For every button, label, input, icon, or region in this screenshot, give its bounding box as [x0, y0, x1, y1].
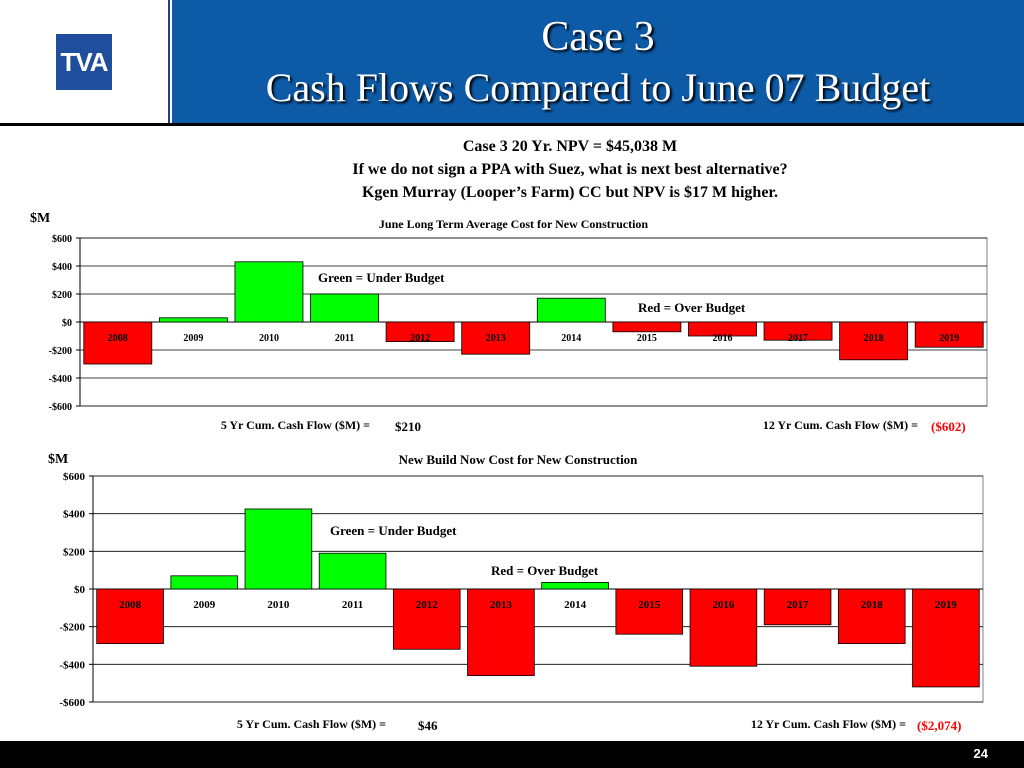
cum12-value: ($602) — [931, 419, 966, 434]
y-tick-label: -$600 — [49, 402, 72, 413]
bar-2014 — [541, 582, 609, 590]
y-axis-label: $M — [30, 211, 50, 226]
slide-title: Case 3 — [541, 14, 655, 60]
x-tick-label: 2011 — [335, 333, 354, 344]
bar-2008 — [83, 321, 153, 365]
bar-2013 — [467, 588, 535, 677]
y-tick-label: $200 — [63, 546, 86, 558]
bar-2011 — [318, 552, 387, 590]
y-axis-label: $M — [48, 452, 68, 467]
y-tick-label: $200 — [52, 290, 72, 301]
cum12-value: ($2,074) — [917, 718, 961, 733]
chart-title: New Build Now Cost for New Construction — [399, 452, 639, 467]
legend-red-note: Red = Over Budget — [491, 563, 599, 578]
x-tick-label: 2016 — [712, 599, 735, 611]
y-tick-label: -$600 — [59, 697, 85, 709]
bar-2011 — [310, 293, 379, 323]
x-tick-label: 2018 — [864, 333, 884, 344]
tva-logo: TVA — [56, 34, 112, 90]
x-tick-label: 2015 — [638, 599, 661, 611]
bar-2019 — [914, 321, 984, 348]
chart-june-long-term: $600 $400 $200 $0 -$200 -$400 -$600 2008 2009 201… — [30, 211, 988, 434]
bar-2012 — [385, 321, 455, 343]
cum12-label: 12 Yr Cum. Cash Flow ($M) = — [751, 717, 906, 731]
bar-2010 — [244, 508, 313, 590]
bar-2016 — [689, 588, 758, 667]
bar-2013 — [461, 321, 531, 355]
y-tick-label: $600 — [63, 471, 86, 483]
y-tick-label: $400 — [63, 509, 86, 521]
bar-2015 — [612, 321, 682, 333]
bar-2010 — [234, 261, 304, 323]
y-tick-label: $400 — [52, 262, 72, 273]
x-tick-label: 2008 — [108, 333, 128, 344]
x-tick-label: 2009 — [183, 333, 203, 344]
y-tick-label: -$400 — [59, 659, 85, 671]
bar-2014 — [536, 297, 606, 323]
x-tick-label: 2010 — [259, 333, 279, 344]
x-tick-label: 2013 — [486, 333, 506, 344]
legend-green-note: Green = Under Budget — [318, 270, 445, 285]
legend-red-note: Red = Over Budget — [638, 300, 746, 315]
intro-line-question: If we do not sign a PPA with Suez, what … — [352, 161, 788, 178]
x-tick-label: 2013 — [490, 599, 513, 611]
x-tick-label: 2009 — [193, 599, 216, 611]
cum5-label: 5 Yr Cum. Cash Flow ($M) = — [237, 717, 386, 731]
intro-line-answer: Kgen Murray (Looper’s Farm) CC but NPV i… — [361, 184, 779, 201]
bar-2012 — [392, 588, 461, 650]
y-tick-label: -$200 — [59, 622, 85, 634]
y-tick-label: $0 — [74, 584, 86, 596]
cum5-label: 5 Yr Cum. Cash Flow ($M) = — [221, 418, 370, 432]
x-tick-label: 2014 — [561, 333, 581, 344]
x-tick-label: 2017 — [788, 333, 808, 344]
bar-2016 — [688, 321, 757, 337]
bar-2015 — [615, 588, 684, 635]
y-tick-label: $0 — [62, 318, 72, 329]
y-tick-label: -$400 — [49, 374, 72, 385]
x-tick-label: 2015 — [637, 333, 657, 344]
bar-2018 — [837, 588, 906, 645]
chart-new-build-now: $600 $400 $200 $0 -$200 -$400 -$600 2008 2009 201… — [48, 452, 984, 733]
bar-2008 — [96, 588, 164, 645]
bar-2017 — [763, 321, 833, 341]
bar-2019 — [912, 588, 980, 688]
x-tick-label: 2017 — [787, 599, 810, 611]
intro-line-npv: Case 3 20 Yr. NPV = $45,038 M — [462, 138, 678, 155]
slide-subtitle: Cash Flows Compared to June 07 Budget — [265, 65, 931, 110]
cum5-value: $46 — [418, 718, 438, 733]
y-tick-label: $600 — [52, 234, 72, 245]
cum5-value: $210 — [395, 419, 421, 434]
bar-2018 — [839, 321, 909, 361]
x-tick-label: 2008 — [119, 599, 142, 611]
title-banner: Case 3 Cash Flows Compared to June 07 Bu… — [172, 0, 1024, 123]
y-tick-label: -$200 — [49, 346, 72, 357]
x-tick-label: 2012 — [416, 599, 439, 611]
bar-2017 — [763, 588, 832, 626]
x-tick-label: 2016 — [712, 333, 732, 344]
x-tick-label: 2014 — [564, 599, 587, 611]
x-tick-label: 2019 — [939, 333, 959, 344]
x-tick-label: 2012 — [410, 333, 430, 344]
bar-2009 — [158, 317, 228, 323]
x-tick-label: 2018 — [861, 599, 884, 611]
chart-title: June Long Term Average Cost for New Cons… — [379, 217, 649, 231]
header-divider — [0, 123, 1024, 126]
cum12-label: 12 Yr Cum. Cash Flow ($M) = — [763, 418, 918, 432]
bar-2009 — [170, 575, 239, 590]
legend-green-note: Green = Under Budget — [330, 523, 457, 538]
logo-panel: TVA — [0, 0, 170, 125]
x-tick-label: 2011 — [342, 599, 363, 611]
footer-bar: 24 — [0, 741, 1024, 768]
x-tick-label: 2010 — [267, 599, 290, 611]
page-number: 24 — [973, 746, 988, 761]
x-tick-label: 2019 — [935, 599, 958, 611]
